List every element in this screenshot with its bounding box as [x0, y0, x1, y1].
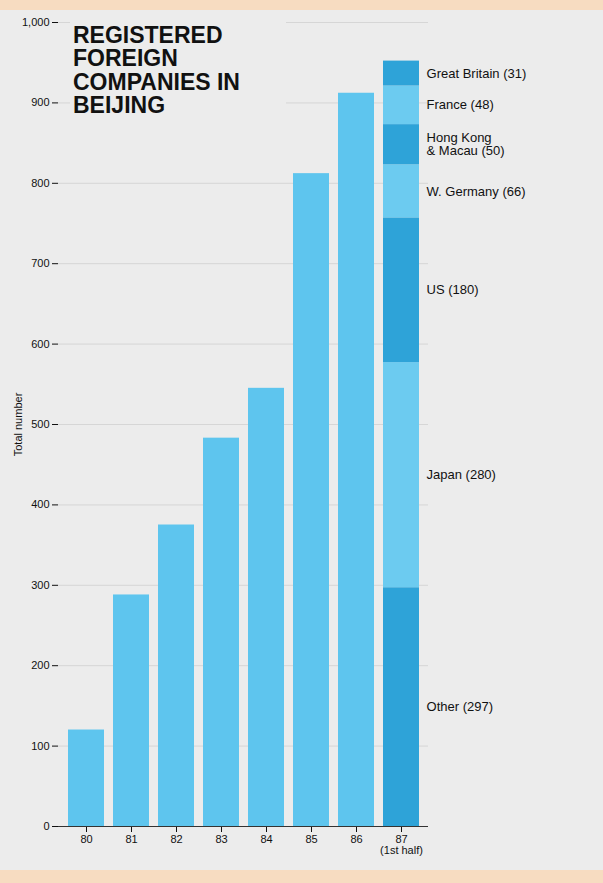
svg-text:Hong Kong& Macau (50): Hong Kong& Macau (50): [427, 130, 505, 158]
svg-text:500: 500: [31, 418, 49, 430]
svg-text:87(1st half): 87(1st half): [380, 833, 423, 856]
svg-text:US (180): US (180): [427, 282, 479, 297]
svg-text:80: 80: [80, 833, 92, 845]
html-text:REGISTERED FOREIGN COMPANIES I: REGISTERED FOREIGN COMPANIES IN BEIJING: [73, 22, 240, 119]
svg-text:Great Britain (31): Great Britain (31): [427, 66, 527, 81]
svg-text:Japan (280): Japan (280): [427, 467, 496, 482]
svg-text:1,000: 1,000: [22, 16, 50, 28]
svg-text:83: 83: [215, 833, 227, 845]
svg-text:85: 85: [305, 833, 317, 845]
svg-text:Other (297): Other (297): [427, 699, 493, 714]
svg-text:800: 800: [31, 177, 49, 189]
svg-text:300: 300: [31, 579, 49, 591]
svg-text:84: 84: [260, 833, 272, 845]
svg-text:600: 600: [31, 338, 49, 350]
svg-text:W. Germany (66): W. Germany (66): [427, 184, 526, 199]
svg-text:900: 900: [31, 96, 49, 108]
svg-text:82: 82: [170, 833, 182, 845]
svg-text:81: 81: [125, 833, 137, 845]
svg-text:Total number: Total number: [12, 392, 24, 456]
svg-text:700: 700: [31, 257, 49, 269]
svg-text:France (48): France (48): [427, 97, 494, 112]
svg-text:200: 200: [31, 659, 49, 671]
svg-text:400: 400: [31, 498, 49, 510]
svg-text:86: 86: [350, 833, 362, 845]
svg-text:0: 0: [43, 820, 49, 832]
svg-text:100: 100: [31, 740, 49, 752]
